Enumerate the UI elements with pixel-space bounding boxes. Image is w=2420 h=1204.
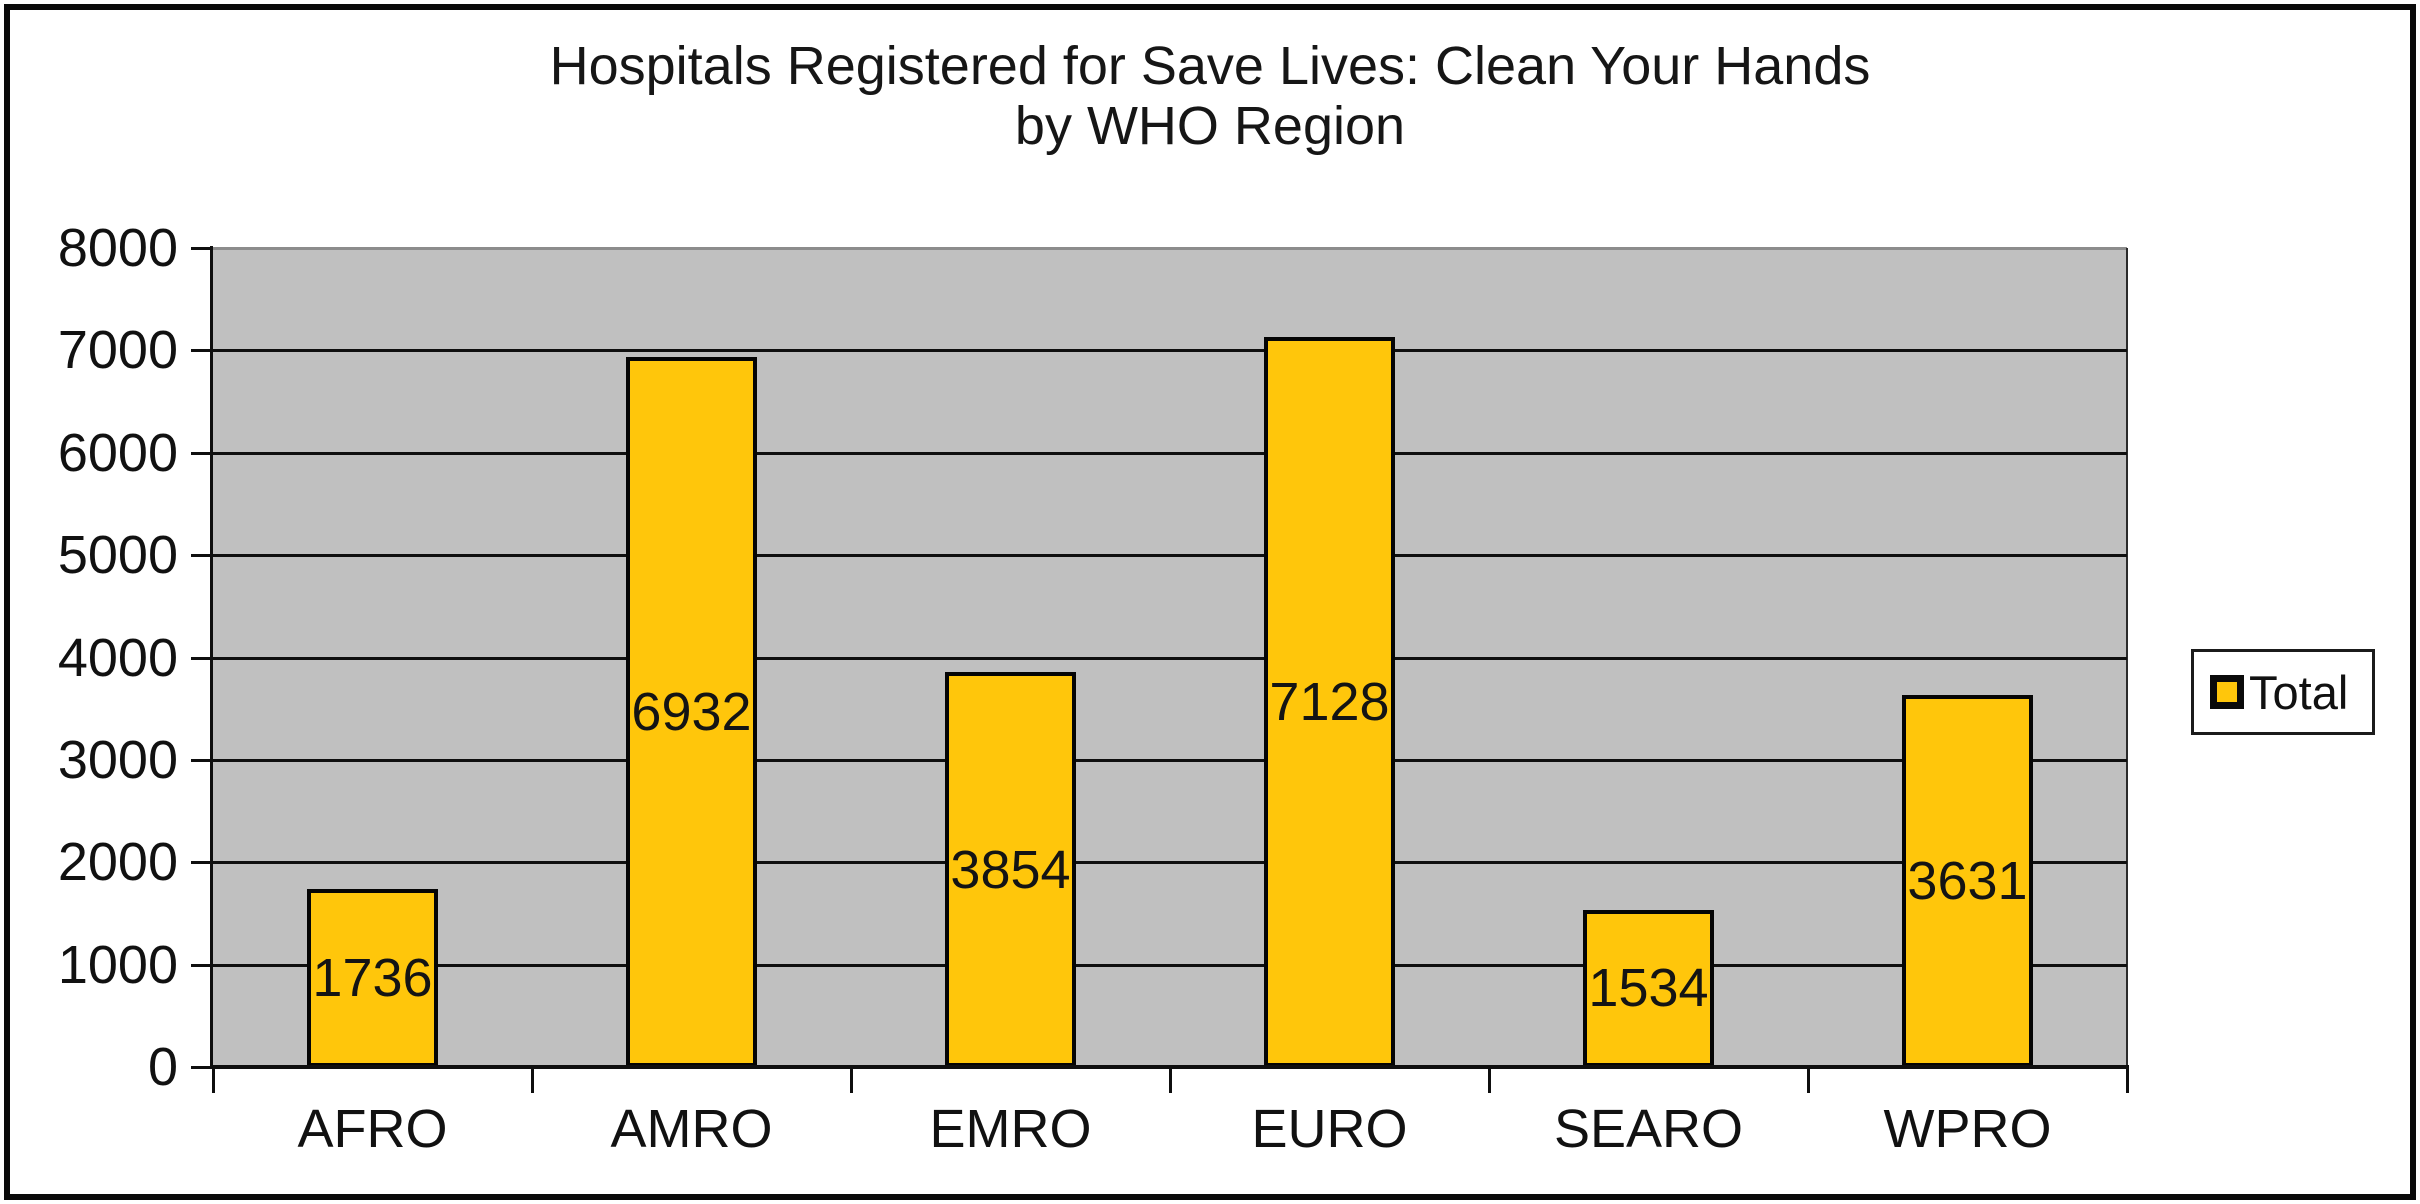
y-axis [210, 246, 213, 1069]
y-axis-label-8000: 8000 [57, 218, 178, 278]
y-axis-label-2000: 2000 [57, 832, 178, 893]
data-label-emro: 3854 [950, 839, 1071, 900]
gridline-1000 [213, 963, 2127, 967]
bar-afro: 1736 [307, 889, 438, 1067]
x-axis-label-euro: EURO [1251, 1099, 1408, 1159]
plot-area-top-border [213, 247, 2127, 250]
chart-title-line-2: by WHO Region [1014, 96, 1406, 156]
data-label-amro: 6932 [631, 682, 752, 743]
x-tick-3 [1169, 1067, 1172, 1093]
data-label-wpro: 3631 [1907, 851, 2028, 912]
y-axis-label-5000: 5000 [57, 525, 178, 586]
bar-searo: 1534 [1583, 909, 1714, 1067]
x-tick-2 [850, 1067, 853, 1093]
x-axis-label-emro: EMRO [929, 1099, 1092, 1159]
x-tick-1 [531, 1067, 534, 1093]
y-axis-label-0: 0 [147, 1037, 178, 1097]
y-axis-label-1000: 1000 [57, 934, 178, 995]
chart-title: Hospitals Registered for Save Lives: Cle… [0, 36, 2420, 156]
y-tick-5000 [191, 554, 213, 558]
x-tick-4 [1488, 1067, 1491, 1093]
x-axis-label-wpro: WPRO [1883, 1099, 2052, 1159]
y-tick-1000 [191, 963, 213, 967]
y-axis-label-4000: 4000 [57, 627, 178, 688]
y-tick-4000 [191, 656, 213, 660]
gridline-7000 [213, 349, 2127, 353]
plot-area-right-border [2126, 248, 2128, 1067]
y-axis-label-7000: 7000 [57, 320, 178, 381]
x-axis-label-searo: SEARO [1553, 1099, 1744, 1159]
gridline-4000 [213, 656, 2127, 660]
legend-swatch-icon [2210, 675, 2244, 709]
y-tick-6000 [191, 451, 213, 455]
gridline-5000 [213, 554, 2127, 558]
y-tick-0 [191, 1066, 213, 1069]
y-tick-7000 [191, 349, 213, 353]
legend: Total [2191, 649, 2375, 735]
gridline-3000 [213, 758, 2127, 762]
data-label-afro: 1736 [312, 948, 433, 1009]
legend-label: Total [2249, 665, 2349, 719]
y-axis-label-3000: 3000 [57, 729, 178, 790]
y-tick-2000 [191, 861, 213, 865]
x-tick-6 [2126, 1067, 2129, 1093]
x-tick-0 [212, 1067, 215, 1093]
x-tick-5 [1807, 1067, 1810, 1093]
bar-emro: 3854 [945, 672, 1076, 1067]
chart-title-line-1: Hospitals Registered for Save Lives: Cle… [549, 36, 1871, 96]
gridline-2000 [213, 861, 2127, 865]
data-label-searo: 1534 [1588, 958, 1709, 1019]
bar-wpro: 3631 [1902, 695, 2033, 1067]
y-axis-label-6000: 6000 [57, 422, 178, 483]
y-tick-3000 [191, 758, 213, 762]
gridline-6000 [213, 451, 2127, 455]
y-tick-8000 [191, 247, 213, 250]
data-label-euro: 7128 [1269, 672, 1390, 733]
bar-amro: 6932 [626, 357, 757, 1067]
x-axis-label-amro: AMRO [610, 1099, 773, 1159]
bar-euro: 7128 [1264, 337, 1395, 1067]
x-axis-label-afro: AFRO [297, 1099, 448, 1159]
chart-outer-border [4, 4, 2416, 1200]
